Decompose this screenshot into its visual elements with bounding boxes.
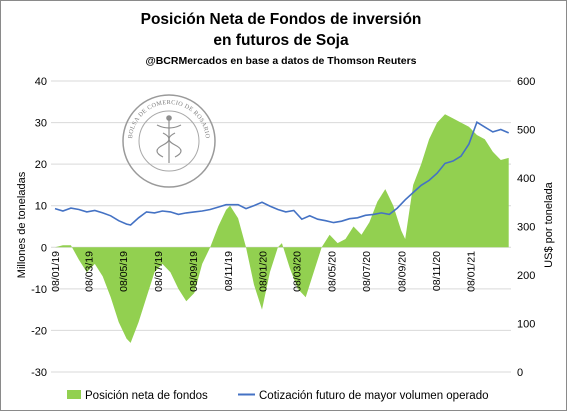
x-tick-label: 08/11/19 (223, 251, 235, 291)
x-tick-label: 08/07/20 (361, 251, 373, 292)
x-tick-label: 08/07/19 (153, 251, 165, 292)
x-tick-label: 08/09/20 (396, 251, 408, 292)
chart-title-line2: en futuros de Soja (213, 32, 349, 49)
legend-label-line: Cotización futuro de mayor volumen opera… (259, 390, 489, 402)
seal-outer-ring (122, 94, 216, 188)
legend-swatch-area (67, 390, 81, 399)
chart-title-line1: Posición Neta de Fondos de inversión (141, 11, 422, 28)
left-tick-label: -10 (31, 284, 47, 296)
left-axis-label: Millones de toneladas (16, 171, 28, 278)
x-tick-label: 08/01/21 (466, 251, 478, 292)
left-tick-label: 20 (35, 159, 47, 171)
x-tick-label: 08/01/20 (258, 251, 270, 292)
chart-subtitle: @BCRMercados en base a datos de Thomson … (145, 55, 416, 67)
right-axis-ticks: 600 500 400 300 200 100 0 (517, 76, 535, 379)
left-tick-label: -20 (31, 325, 47, 337)
x-tick-label: 08/01/19 (50, 251, 62, 292)
rosario-seal-watermark: BOLSA DE COMERCIO DE ROSARIO (122, 94, 216, 188)
right-tick-label: 600 (517, 76, 535, 88)
caduceus-icon (156, 115, 182, 163)
right-tick-label: 400 (517, 173, 535, 185)
left-tick-label: 0 (41, 242, 47, 254)
x-tick-label: 08/09/19 (188, 251, 200, 292)
x-tick-label: 08/03/20 (292, 251, 304, 292)
x-tick-label: 08/05/19 (118, 251, 130, 292)
right-tick-label: 300 (517, 222, 535, 234)
line-series-futures-price (54, 121, 510, 226)
left-tick-label: 10 (35, 201, 47, 213)
x-tick-label: 08/05/20 (326, 251, 338, 292)
x-tick-label: 08/03/19 (84, 251, 96, 292)
right-tick-label: 500 (517, 125, 535, 137)
left-tick-label: -30 (31, 367, 47, 379)
area-series-net-position (55, 114, 509, 343)
legend-label-area: Posición neta de fondos (85, 390, 208, 402)
left-tick-label: 40 (35, 76, 47, 88)
seal-inner-ring (138, 110, 200, 172)
right-axis-label: US$ por tonelada (543, 181, 555, 267)
x-tick-label: 08/11/20 (431, 251, 443, 291)
right-tick-label: 0 (517, 367, 523, 379)
left-tick-label: 30 (35, 118, 47, 130)
right-tick-label: 200 (517, 270, 535, 282)
right-tick-label: 100 (517, 319, 535, 331)
x-axis-ticks: 08/01/19 08/03/19 08/05/19 08/07/19 08/09/19… (50, 251, 478, 292)
left-axis-ticks: 40 30 20 10 0 -10 -20 -30 (31, 76, 47, 379)
legend: Posición neta de fondos Cotización futur… (67, 390, 489, 402)
